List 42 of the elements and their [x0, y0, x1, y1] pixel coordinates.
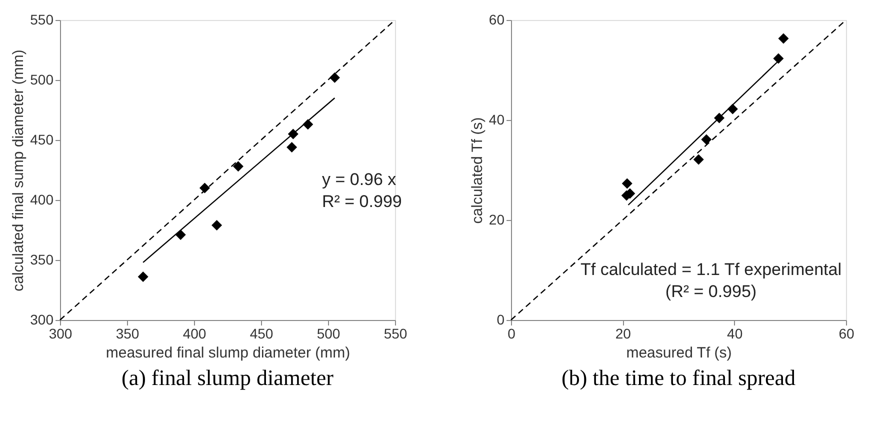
- x-axis-title: measured Tf (s): [626, 344, 732, 362]
- x-tick-label: 550: [384, 326, 408, 342]
- x-tick-label: 350: [116, 326, 140, 342]
- x-tick-label: 500: [316, 326, 340, 342]
- x-tick-label: 60: [838, 326, 854, 342]
- point: [138, 272, 148, 282]
- annotation: (R² = 0.995): [665, 282, 757, 301]
- x-tick-label: 450: [250, 326, 274, 342]
- y-tick-label: 400: [30, 192, 54, 208]
- y-axis-title: calculated final sump diameter (mm): [10, 50, 28, 292]
- x-tick-label: 400: [182, 326, 206, 342]
- point: [286, 142, 298, 152]
- text: (b) the time to final spread: [562, 365, 796, 390]
- annotation: y = 0.96 x: [322, 170, 397, 189]
- point: [701, 134, 712, 145]
- point: [199, 182, 210, 194]
- x-tick-label: 40: [727, 326, 743, 342]
- y-tick-label: 20: [488, 212, 505, 228]
- x-axis-title: measured final slump diameter (mm): [106, 344, 350, 362]
- y-tick-label: 450: [30, 132, 54, 148]
- point: [212, 220, 222, 230]
- y-tick-label: 40: [488, 112, 505, 128]
- y-tick-label: 60: [488, 12, 505, 28]
- y-axis-title: calculated Tf (s): [468, 117, 486, 224]
- point: [329, 72, 340, 83]
- annotation: Tf calculated = 1.1 Tf experimental: [580, 260, 842, 279]
- point: [773, 53, 784, 64]
- x-tick-label: 20: [615, 326, 632, 342]
- point: [693, 154, 704, 165]
- annotation: R² = 0.999: [322, 192, 402, 211]
- point: [622, 178, 632, 189]
- y-tick-label: 0: [496, 312, 505, 328]
- y-tick-label: 550: [30, 12, 54, 28]
- point: [778, 33, 789, 44]
- y-tick-label: 350: [30, 252, 54, 268]
- x-tick-label: 0: [508, 326, 516, 342]
- y-tick-label: 300: [30, 312, 54, 328]
- point: [175, 230, 186, 240]
- y-tick-label: 500: [30, 72, 54, 88]
- x-tick-label: 300: [48, 326, 72, 342]
- text: (a) final slump diameter: [122, 365, 334, 390]
- point: [232, 161, 244, 172]
